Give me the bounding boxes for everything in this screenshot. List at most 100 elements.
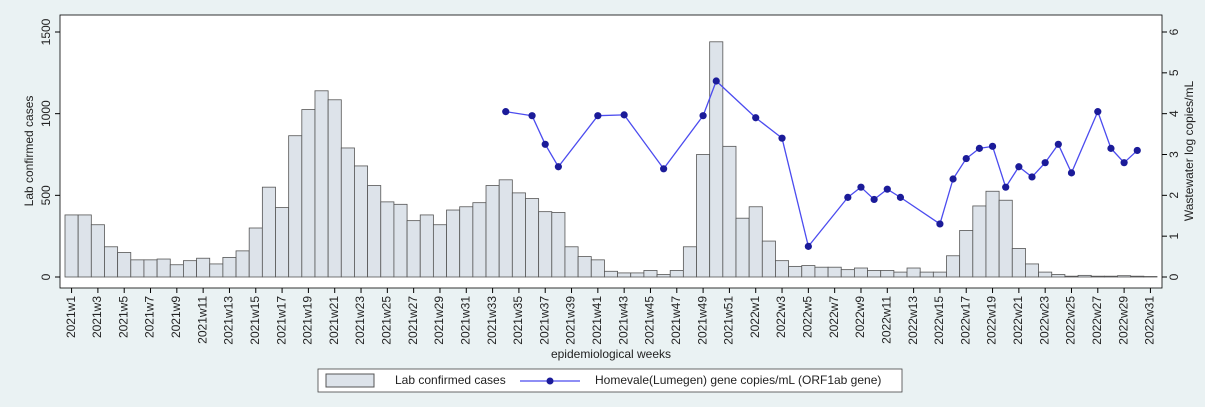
line-marker xyxy=(949,175,956,182)
bar xyxy=(841,270,854,277)
y-tick-label: 0 xyxy=(39,273,53,280)
x-tick-label: 2021w23 xyxy=(353,296,367,345)
legend: Lab confirmed cases Homevale(Lumegen) ge… xyxy=(318,369,902,392)
bar xyxy=(1131,276,1144,277)
bar xyxy=(1012,248,1025,277)
bar xyxy=(368,186,381,277)
x-tick-label: 2021w33 xyxy=(485,296,499,345)
y2-tick-label: 5 xyxy=(1167,69,1181,76)
bar xyxy=(197,258,210,277)
bar xyxy=(341,148,354,277)
x-tick-label: 2022w31 xyxy=(1143,296,1157,345)
bar xyxy=(525,199,538,277)
x-tick-label: 2021w47 xyxy=(669,296,683,345)
bar xyxy=(960,230,973,277)
bar xyxy=(499,180,512,277)
bar xyxy=(670,270,683,277)
bar xyxy=(91,225,104,277)
bar xyxy=(749,207,762,277)
bar xyxy=(223,257,236,277)
line-marker xyxy=(844,194,851,201)
x-tick-label: 2021w19 xyxy=(301,296,315,345)
x-tick-label: 2021w43 xyxy=(616,296,630,345)
y2-tick-label: 4 xyxy=(1167,110,1181,117)
x-tick-label: 2022w21 xyxy=(1011,296,1025,345)
line-marker xyxy=(1042,159,1049,166)
x-tick-label: 2021w29 xyxy=(432,296,446,345)
bar xyxy=(447,210,460,277)
line-marker xyxy=(857,184,864,191)
line-marker xyxy=(1015,163,1022,170)
bar xyxy=(644,270,657,277)
x-tick-label: 2021w17 xyxy=(274,296,288,345)
line-marker xyxy=(502,108,509,115)
bar xyxy=(854,268,867,277)
bar xyxy=(249,228,262,277)
x-tick-label: 2021w1 xyxy=(64,296,78,338)
bar xyxy=(262,187,275,277)
x-tick-label: 2022w27 xyxy=(1090,296,1104,345)
line-marker xyxy=(1028,173,1035,180)
bar xyxy=(328,100,341,277)
bar xyxy=(236,251,249,277)
bar xyxy=(1104,276,1117,277)
line-marker xyxy=(555,163,562,170)
x-tick-label: 2021w25 xyxy=(380,296,394,345)
line-marker xyxy=(989,143,996,150)
bar xyxy=(565,247,578,277)
y-tick-label: 500 xyxy=(39,185,53,205)
bar xyxy=(946,256,959,277)
bar xyxy=(868,270,881,277)
bar xyxy=(183,261,196,277)
x-tick-label: 2021w39 xyxy=(564,296,578,345)
bar xyxy=(433,225,446,277)
legend-swatch xyxy=(326,374,374,387)
bar xyxy=(631,273,644,277)
bar xyxy=(657,275,670,277)
legend-label: Homevale(Lumegen) gene copies/mL (ORF1ab… xyxy=(595,373,881,387)
x-tick-label: 2021w13 xyxy=(222,296,236,345)
bar xyxy=(1118,276,1131,277)
bar xyxy=(775,261,788,277)
line-marker xyxy=(897,194,904,201)
bar xyxy=(907,268,920,277)
bar xyxy=(1091,276,1104,277)
x-tick-label: 2021w49 xyxy=(695,296,709,345)
line-marker xyxy=(699,112,706,119)
bar xyxy=(1039,272,1052,277)
line-marker xyxy=(871,196,878,203)
bar xyxy=(723,146,736,277)
x-tick-label: 2021w35 xyxy=(511,296,525,345)
bar xyxy=(789,266,802,277)
bar xyxy=(394,204,407,277)
legend-label: Lab confirmed cases xyxy=(395,373,506,387)
bar xyxy=(420,215,433,277)
y2-tick-label: 6 xyxy=(1167,28,1181,35)
y2-tick-label: 1 xyxy=(1167,233,1181,240)
bar xyxy=(170,265,183,277)
line-marker xyxy=(936,220,943,227)
bar xyxy=(118,253,131,278)
x-tick-label: 2022w25 xyxy=(1064,296,1078,345)
legend-swatch xyxy=(547,378,554,385)
x-tick-label: 2022w9 xyxy=(853,296,867,338)
bar xyxy=(999,200,1012,277)
line-marker xyxy=(621,111,628,118)
x-tick-label: 2021w45 xyxy=(643,296,657,345)
x-tick-label: 2021w9 xyxy=(169,296,183,338)
bar xyxy=(986,191,999,277)
bar xyxy=(1025,264,1038,277)
bar xyxy=(289,136,302,277)
x-tick-label: 2021w51 xyxy=(722,296,736,345)
x-tick-label: 2022w1 xyxy=(748,296,762,338)
bar xyxy=(710,42,723,277)
bar xyxy=(1052,275,1065,277)
bar xyxy=(552,212,565,277)
line-marker xyxy=(1068,169,1075,176)
bar xyxy=(828,267,841,277)
line-marker xyxy=(528,112,535,119)
line-marker xyxy=(1107,145,1114,152)
bar xyxy=(736,218,749,277)
bar xyxy=(473,203,486,277)
